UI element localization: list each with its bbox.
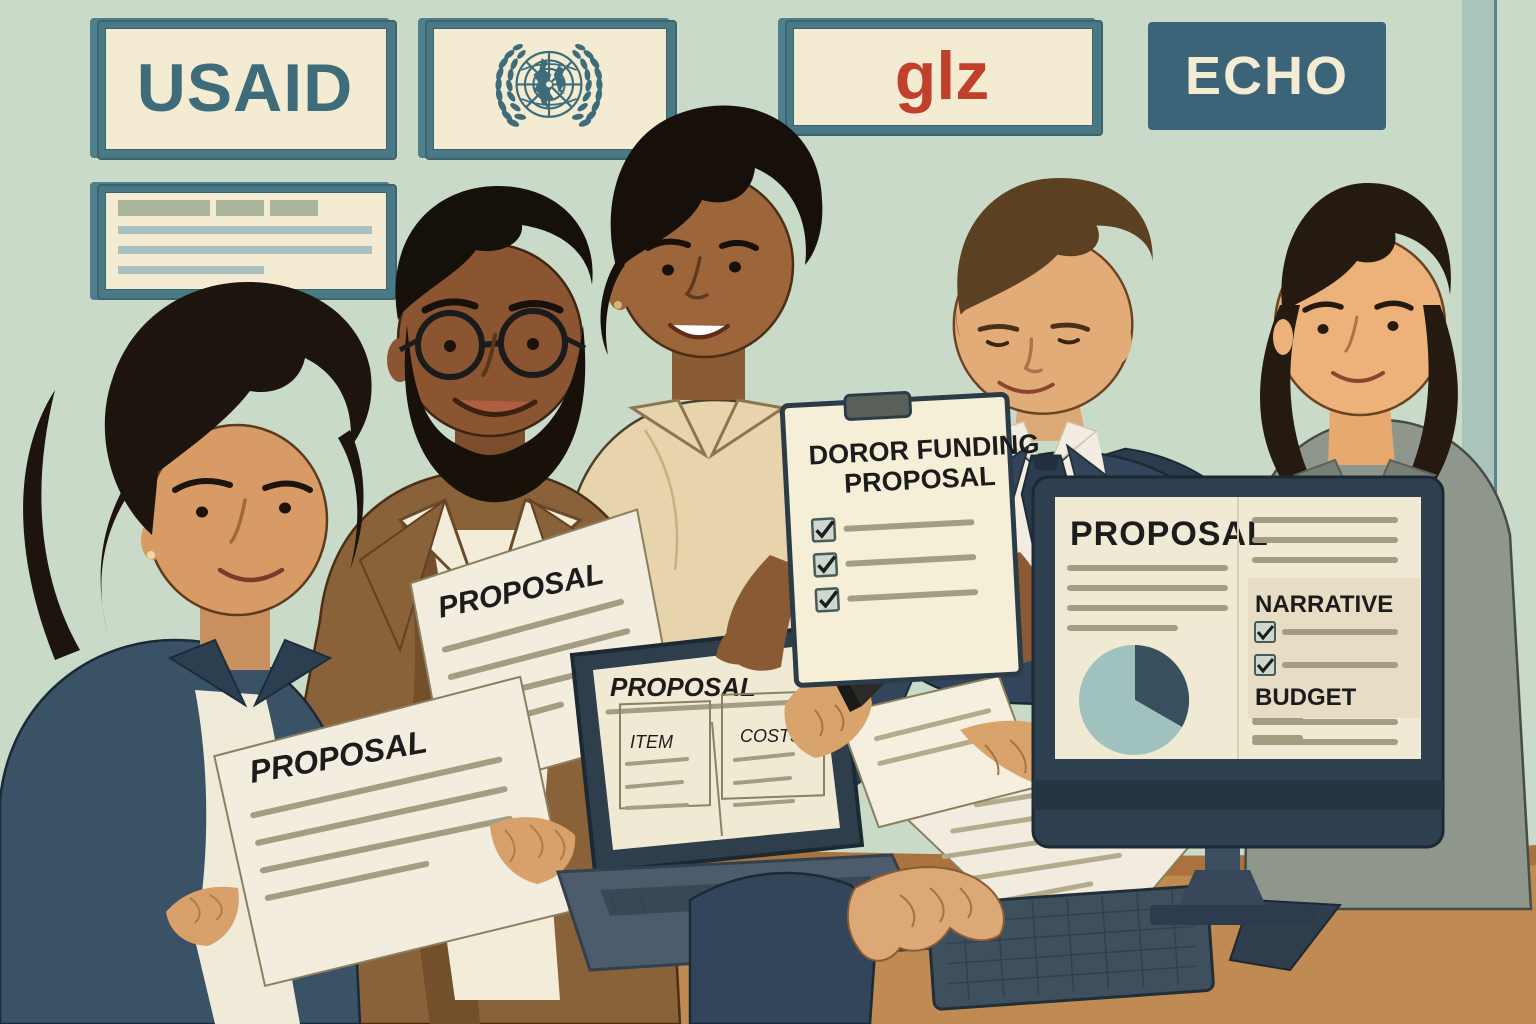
svg-text:BUDGET: BUDGET xyxy=(1255,684,1357,711)
svg-text:NARRATIVE: NARRATIVE xyxy=(1255,591,1393,618)
